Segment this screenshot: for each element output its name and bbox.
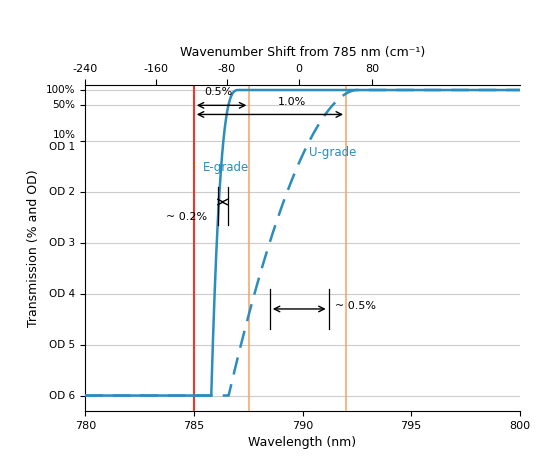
Text: U-grade: U-grade: [309, 146, 356, 159]
Y-axis label: Transmission (% and OD): Transmission (% and OD): [28, 169, 41, 327]
Text: E-grade: E-grade: [202, 162, 249, 174]
Text: 0.5%: 0.5%: [205, 87, 233, 97]
X-axis label: Wavenumber Shift from 785 nm (cm⁻¹): Wavenumber Shift from 785 nm (cm⁻¹): [180, 46, 425, 59]
Text: 1.0%: 1.0%: [278, 97, 306, 107]
X-axis label: Wavelength (nm): Wavelength (nm): [249, 436, 356, 449]
Text: ~ 0.2%: ~ 0.2%: [166, 212, 207, 222]
Text: ~ 0.5%: ~ 0.5%: [335, 301, 376, 311]
